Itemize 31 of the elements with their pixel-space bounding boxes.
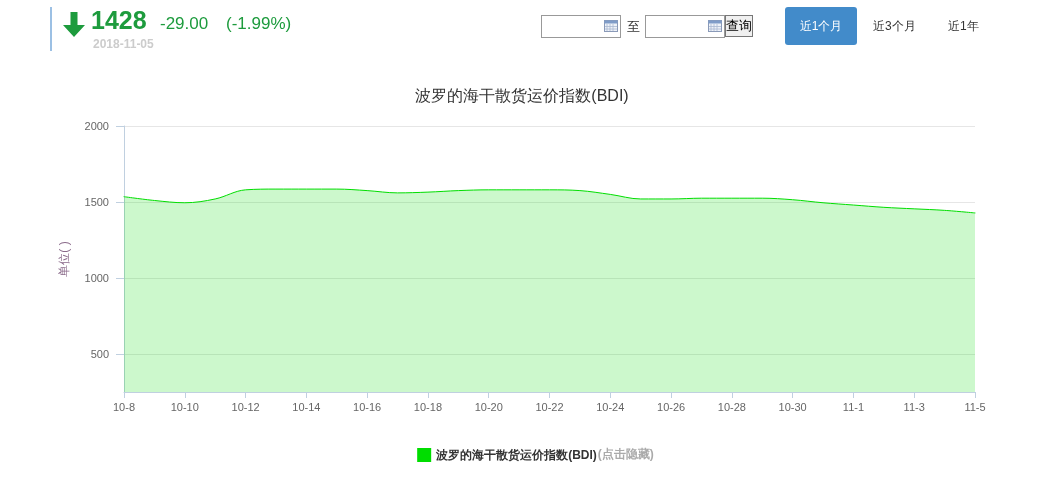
- text: (点击隐藏): [597, 447, 654, 461]
- x-tick-label: 10-8: [112, 400, 136, 413]
- text: 近1年: [948, 19, 979, 33]
- x-tick-label: 10-16: [353, 400, 382, 413]
- y-tick-label: 500: [90, 348, 109, 360]
- y-tick-label: 1500: [84, 196, 109, 208]
- x-tick-label: 11-1: [842, 400, 865, 413]
- x-tick-label: 10-10: [170, 400, 199, 413]
- x-tick-label: 10-30: [778, 400, 807, 413]
- x-tick-label: 10-20: [474, 400, 503, 413]
- legend-label: 波罗的海干散货运价指数(BDI): [435, 448, 597, 462]
- x-tick-label: 10-18: [413, 400, 442, 413]
- x-tick-label: 10-28: [717, 400, 746, 413]
- x-tick-label: 11-3: [903, 400, 925, 413]
- x-tick-label: 10-12: [231, 400, 260, 413]
- x-tick-label: 10-14: [292, 400, 321, 413]
- y-tick-label: 2000: [84, 120, 109, 132]
- x-tick-label: 11-5: [964, 400, 986, 413]
- x-tick-label: 10-24: [596, 400, 625, 413]
- range-button: 近1个月: [785, 7, 857, 45]
- y-axis-title: 单位( ): [57, 241, 71, 277]
- y-tick-label: 1000: [84, 272, 109, 284]
- text: (-1.99%): [226, 14, 292, 33]
- text: 至: [627, 19, 640, 34]
- chart-title: 波罗的海干散货运价指数(BDI): [415, 86, 629, 104]
- text: 1428: [91, 6, 147, 34]
- query-button: 查询: [725, 15, 753, 37]
- text: 近3个月: [873, 19, 916, 33]
- x-tick-label: 10-22: [535, 400, 564, 413]
- text: -29.00: [160, 14, 209, 33]
- x-tick-label: 10-26: [657, 400, 686, 413]
